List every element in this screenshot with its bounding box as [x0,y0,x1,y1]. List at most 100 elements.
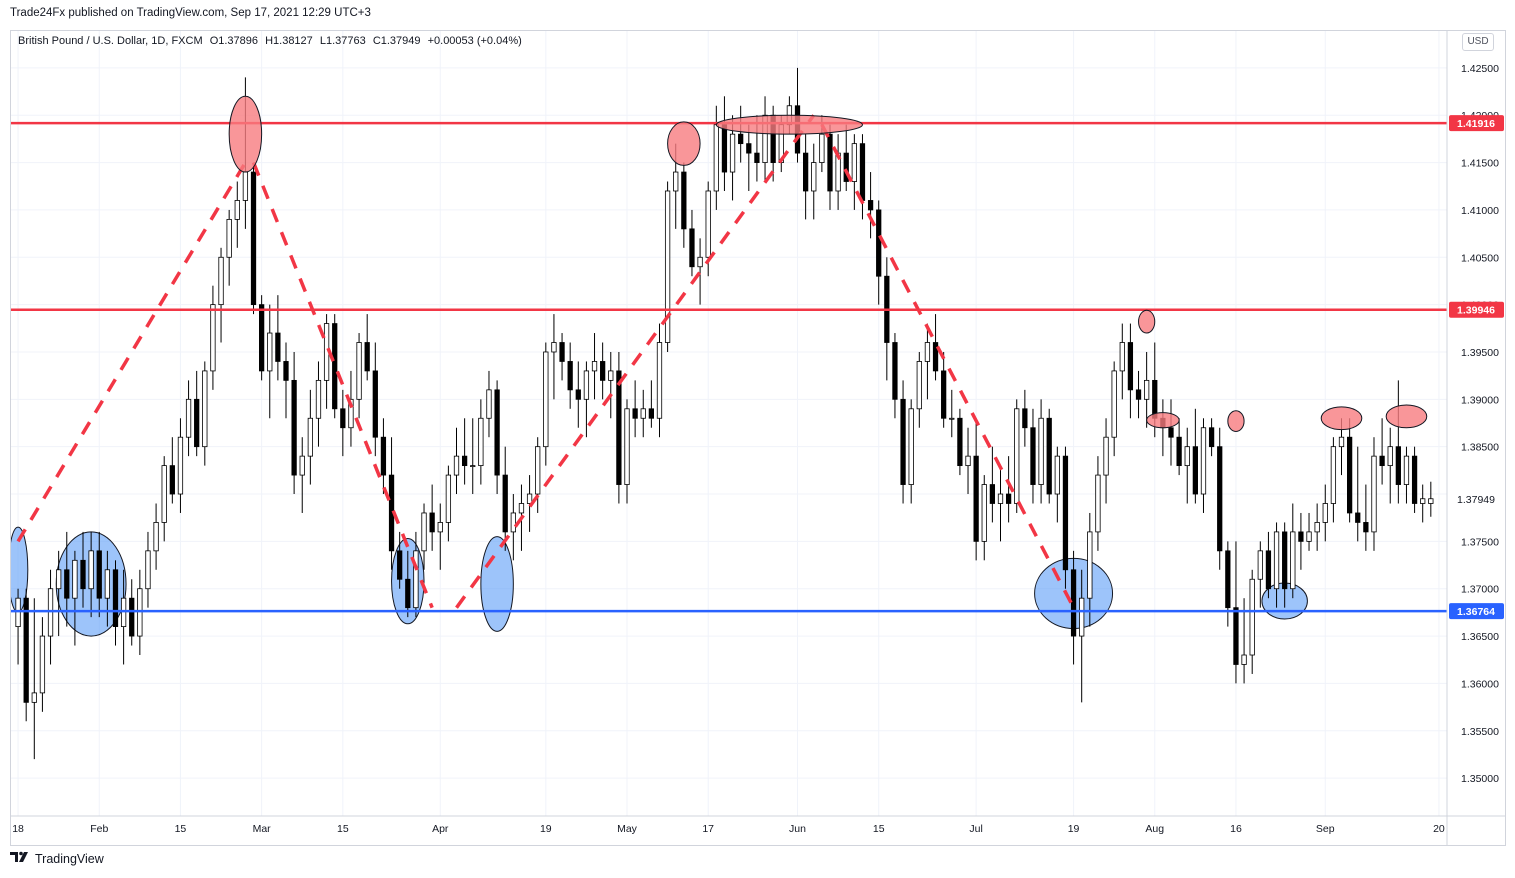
highlight-aug-top [1227,410,1245,433]
price-chart[interactable]: 1.425001.420001.415001.410001.405001.400… [10,30,1506,846]
candle-bull [1087,531,1093,599]
candle-bear [340,408,346,429]
candle-bear [900,398,906,485]
candle-bull [673,171,679,192]
candle-bear [575,389,581,400]
candle-bull [1119,342,1125,372]
candle-bear [380,436,387,476]
candle-bull [307,417,313,457]
candle-bull [104,569,111,599]
candle-bull [762,114,768,163]
x-tick-label: Apr [432,823,449,835]
candle-bull [299,455,305,476]
candle-bear [1135,389,1142,400]
candle-bear [746,143,752,154]
candle-bull [664,190,671,343]
trend-rise-to-june-high [455,114,816,609]
candle-bear [1395,446,1401,485]
candle-bull [470,465,476,468]
candle-bull [137,588,143,637]
candle-bull [656,342,663,419]
candle-bull [1103,436,1109,476]
candle-bear [648,408,654,419]
x-tick-label: 17 [702,823,714,835]
candle-bull [1330,446,1337,504]
candle-bull [965,455,971,467]
candle-bear [1298,531,1304,542]
candle-bull [1095,474,1101,533]
candle-bear [941,370,947,419]
candle-bull [1306,531,1312,542]
candle-bull [624,408,630,485]
candle-bear [1208,427,1215,448]
chart-area[interactable]: 1.425001.420001.415001.410001.405001.400… [10,30,1506,846]
x-tick-label: Mar [253,823,272,835]
candle-bull [56,569,62,590]
currency-badge[interactable]: USD [1462,33,1494,51]
candle-bull [120,597,127,628]
candle-bull [908,408,914,485]
candle-bear [259,304,265,372]
candle-bull [185,398,192,438]
candle-bull [315,379,322,419]
candle-bear [867,200,874,211]
candle-bull [811,162,817,192]
candle-bull [226,218,232,258]
x-tick-label: 15 [873,823,885,835]
candle-bear [754,152,760,163]
legend-symbol: British Pound / U.S. Dollar, 1D, FXCM [18,35,203,47]
candle-bear [129,597,135,637]
candle-bear [1282,531,1288,590]
candle-bull [413,550,419,609]
candle-bear [405,578,411,609]
axes: 1.425001.420001.415001.410001.405001.400… [10,30,1506,846]
candle-bull [510,512,516,533]
candle-bear [429,512,435,533]
candle-bear [632,408,638,419]
x-tick-label: 18 [12,823,24,835]
candle-bear [397,550,403,580]
chart-border [10,30,1506,846]
candle-bull [356,342,362,400]
candle-bear [112,569,119,628]
candle-bear [1355,512,1361,523]
candle-bull [47,588,54,637]
candle-bear [827,133,833,192]
x-tick-label: 15 [175,823,187,835]
candle-bear [932,342,939,372]
trend-lines [16,114,1076,609]
tradingview-footer[interactable]: TradingView [10,851,104,866]
candle-bull [202,370,208,448]
candle-bear [283,361,289,381]
candle-bull [453,455,460,476]
candle-bull [267,332,273,372]
candle-bull [486,389,492,419]
candle-bear [843,152,849,182]
candle-bear [567,361,573,391]
highlight-sep-top-1 [1320,406,1363,431]
last-price-tag [1449,490,1504,507]
x-tick-label: 16 [1230,823,1242,835]
candle-bull [177,436,184,495]
y-tick-label: 1.36000 [1461,678,1499,690]
candle-bull [1338,436,1345,448]
chart-background [10,30,1506,846]
candle-bull [153,522,159,552]
grid-lines [10,30,1506,846]
x-tick-label: 19 [540,823,552,835]
candle-bull [1249,578,1255,656]
candle-bull [997,493,1004,504]
candle-bull [88,550,94,590]
candle-bear [1363,522,1369,533]
candle-bull [1371,455,1377,533]
candle-bull [437,522,443,533]
candle-bear [1225,550,1231,609]
x-tick-label: Aug [1145,823,1164,835]
candle-bull [39,635,46,694]
resistance-highlights [228,95,1428,433]
highlight-sep-top-2 [1385,404,1428,429]
highlight-may-top [667,121,701,166]
candle-bear [372,370,378,438]
candle-bear [803,152,809,192]
candle-bear [1379,455,1385,467]
